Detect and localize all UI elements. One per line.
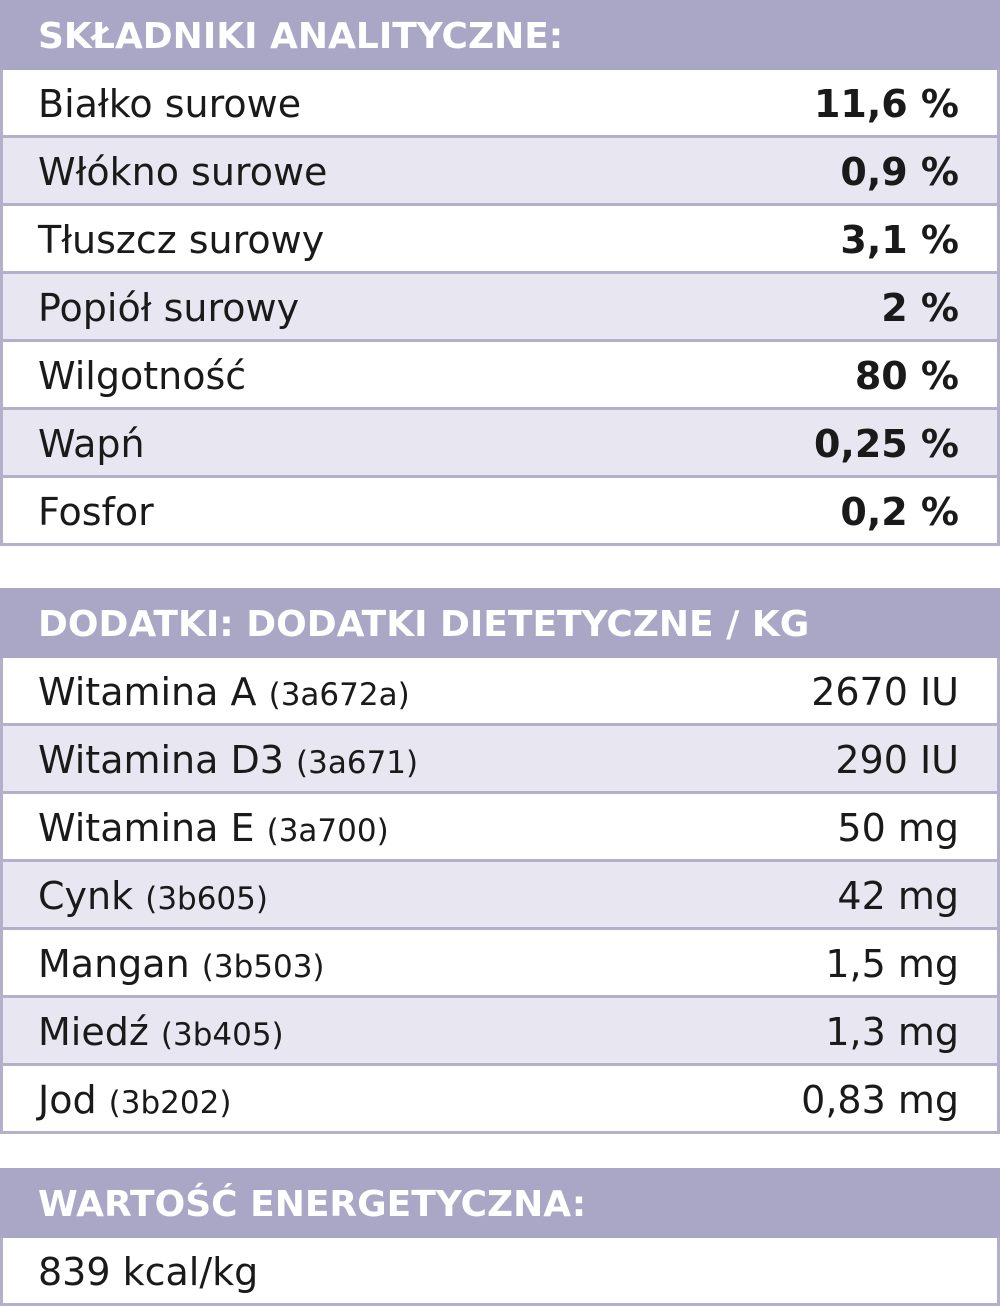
- table-row: Witamina E (3a700) 50 mg: [0, 794, 1000, 862]
- row-label: Cynk: [38, 874, 134, 918]
- additive-code: (3b605): [145, 881, 268, 917]
- row-label-cell: Witamina E (3a700): [38, 794, 389, 865]
- row-label-cell: Tłuszcz surowy: [38, 206, 324, 274]
- table-row: Tłuszcz surowy 3,1 %: [0, 206, 1000, 274]
- table-row: Jod (3b202) 0,83 mg: [0, 1066, 1000, 1134]
- row-label-cell: Witamina A (3a672a): [38, 658, 410, 729]
- row-label-cell: Włókno surowe: [38, 138, 327, 206]
- row-label: Mangan: [38, 942, 190, 986]
- row-label-cell: 839 kcal/kg: [38, 1238, 258, 1306]
- row-value: 11,6 %: [813, 82, 959, 126]
- row-label-cell: Jod (3b202): [38, 1066, 231, 1137]
- table-row: Cynk (3b605) 42 mg: [0, 862, 1000, 930]
- row-value: 0,2 %: [840, 490, 959, 534]
- table-row: Miedź (3b405) 1,3 mg: [0, 998, 1000, 1066]
- additive-code: (3a671): [296, 745, 419, 781]
- row-value: 290 IU: [835, 738, 959, 782]
- table-row: Wapń 0,25 %: [0, 410, 1000, 478]
- additive-code: (3a700): [266, 813, 389, 849]
- row-value: 1,3 mg: [825, 1010, 959, 1054]
- row-label: 839 kcal/kg: [38, 1250, 259, 1294]
- row-label-cell: Popiół surowy: [38, 274, 299, 342]
- table-section: WARTOŚĆ ENERGETYCZNA: 839 kcal/kg: [0, 1168, 1000, 1306]
- row-label: Miedź: [38, 1010, 149, 1054]
- row-label-cell: Fosfor: [38, 478, 154, 546]
- section-header: DODATKI: DODATKI DIETETYCZNE / KG: [0, 588, 1000, 658]
- additive-code: (3b503): [201, 949, 325, 985]
- additive-code: (3a672a): [268, 677, 410, 713]
- row-label: Fosfor: [38, 490, 154, 534]
- row-value: 50 mg: [837, 806, 959, 850]
- row-value: 0,83 mg: [801, 1078, 959, 1122]
- table-row: Białko surowe 11,6 %: [0, 70, 1000, 138]
- row-label-cell: Miedź (3b405): [38, 998, 284, 1069]
- row-value: 42 mg: [837, 874, 959, 918]
- row-label: Włókno surowe: [38, 150, 328, 194]
- row-value: 80 %: [854, 354, 959, 398]
- row-label-cell: Mangan (3b503): [38, 930, 325, 1001]
- row-label-cell: Cynk (3b605): [38, 862, 268, 933]
- row-label-cell: Wapń: [38, 410, 145, 478]
- section-header: WARTOŚĆ ENERGETYCZNA:: [0, 1168, 1000, 1238]
- table-row: Włókno surowe 0,9 %: [0, 138, 1000, 206]
- row-value: 3,1 %: [840, 218, 959, 262]
- table-row: Witamina D3 (3a671) 290 IU: [0, 726, 1000, 794]
- row-label: Witamina D3: [38, 738, 284, 782]
- row-label: Białko surowe: [38, 82, 302, 126]
- table-row: Fosfor 0,2 %: [0, 478, 1000, 546]
- row-label-cell: Białko surowe: [38, 70, 301, 138]
- row-label: Wilgotność: [38, 354, 247, 398]
- table-row: Wilgotność 80 %: [0, 342, 1000, 410]
- table-section: DODATKI: DODATKI DIETETYCZNE / KG Witamin…: [0, 588, 1000, 1134]
- row-label: Witamina A: [38, 670, 257, 714]
- row-value: 0,25 %: [813, 422, 959, 466]
- table-row: 839 kcal/kg: [0, 1238, 1000, 1306]
- section-header: SKŁADNIKI ANALITYCZNE:: [0, 0, 1000, 70]
- row-value: 2 %: [881, 286, 959, 330]
- row-label: Jod: [38, 1078, 97, 1122]
- row-label: Tłuszcz surowy: [38, 218, 325, 262]
- row-label: Wapń: [38, 422, 145, 466]
- additive-code: (3b405): [160, 1017, 284, 1053]
- row-value: 2670 IU: [811, 670, 959, 714]
- table-row: Witamina A (3a672a) 2670 IU: [0, 658, 1000, 726]
- row-label: Witamina E: [38, 806, 255, 850]
- row-label-cell: Wilgotność: [38, 342, 246, 410]
- row-value: 1,5 mg: [825, 942, 959, 986]
- row-value: 0,9 %: [840, 150, 959, 194]
- row-label-cell: Witamina D3 (3a671): [38, 726, 418, 797]
- row-label: Popiół surowy: [38, 286, 300, 330]
- table-section: SKŁADNIKI ANALITYCZNE: Białko surowe 11,6 …: [0, 0, 1000, 546]
- table-row: Popiół surowy 2 %: [0, 274, 1000, 342]
- additive-code: (3b202): [108, 1085, 232, 1121]
- table-row: Mangan (3b503) 1,5 mg: [0, 930, 1000, 998]
